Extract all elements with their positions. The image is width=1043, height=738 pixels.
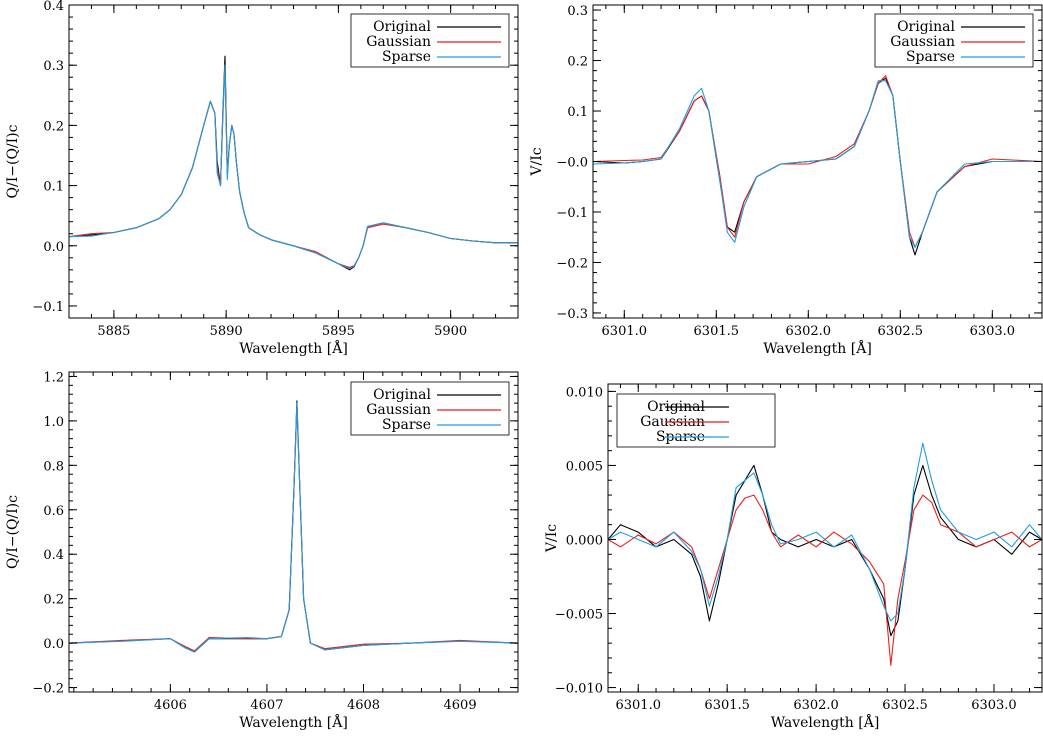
y-tick-label: 0.0 xyxy=(43,240,64,255)
legend-label-gaussian: Gaussian xyxy=(890,34,955,50)
chart-panel-2: 6301.0 6301.5 6302.0 6302.5 6303.0 −0.3 −0.2 −0… xyxy=(529,4,1043,357)
legend-box xyxy=(616,393,776,448)
y-tick-label: 1.2 xyxy=(43,370,64,385)
y-axis-label: V/Ic xyxy=(529,147,545,176)
chart-panel-3: 4606 4607 4608 4609 −0.2 0.0 0.2 0.4 0.6 0.8 1.0 1.… xyxy=(5,370,519,731)
series-line-original xyxy=(68,55,518,271)
chart-panel-4: 6301.0 6301.5 6302.0 6302.5 6303.0 −0.010 −0.0… xyxy=(544,383,1043,731)
legend-label-sparse: Sparse xyxy=(382,417,431,433)
series-line-sparse xyxy=(68,402,519,653)
x-tick-label: 4607 xyxy=(250,698,283,713)
y-tick-label: 0.010 xyxy=(566,385,603,400)
legend-label-sparse: Sparse xyxy=(382,49,431,65)
y-tick-label: −0.1 xyxy=(556,206,588,221)
series-line-original xyxy=(592,77,1042,256)
x-tick-label: 6301.5 xyxy=(694,324,740,339)
series-line-original xyxy=(607,464,1043,637)
x-tick-label: 4609 xyxy=(444,698,477,713)
y-tick-label: −0.005 xyxy=(555,608,603,623)
series-line-gaussian xyxy=(68,404,519,652)
y-tick-label: −0.1 xyxy=(32,300,64,315)
x-tick-label: 6301.0 xyxy=(602,324,648,339)
x-axis-label: Wavelength [Å] xyxy=(239,713,348,731)
series-line-original xyxy=(68,400,519,653)
x-tick-label: 5895 xyxy=(322,324,355,339)
y-tick-label: 0.1 xyxy=(43,180,64,195)
x-tick-label: 6301.5 xyxy=(704,698,750,713)
y-tick-label: 0.4 xyxy=(43,548,64,563)
y-tick-label: 0.8 xyxy=(43,459,64,474)
y-tick-label: 0.0 xyxy=(43,637,64,652)
x-tick-label: 5890 xyxy=(210,324,243,339)
legend-label-gaussian: Gaussian xyxy=(366,34,431,50)
y-tick-label: 0.005 xyxy=(566,459,603,474)
x-tick-label: 6302.0 xyxy=(786,324,832,339)
x-tick-label: 5885 xyxy=(97,324,130,339)
y-tick-label: −0.010 xyxy=(555,682,603,697)
series-line-gaussian xyxy=(607,494,1043,666)
x-tick-label: 6302.5 xyxy=(882,698,928,713)
y-tick-label: −0.2 xyxy=(556,256,588,271)
chart-panel-1: 5885 5890 5895 5900 −0.1 0.0 0.1 0.2 0.3 0.4 Wavel… xyxy=(5,0,519,357)
plot-frame xyxy=(68,371,519,693)
series-line-sparse xyxy=(68,64,518,270)
plot-frame xyxy=(607,383,1043,693)
y-tick-label: 0.2 xyxy=(43,119,64,134)
y-tick-label: 0.3 xyxy=(43,59,64,74)
legend-label-original: Original xyxy=(373,19,431,35)
x-tick-label: 6301.0 xyxy=(615,698,661,713)
y-tick-label: 1.0 xyxy=(43,415,64,430)
legend-box xyxy=(874,13,1034,68)
y-tick-label: 0.4 xyxy=(43,0,64,14)
series-line-gaussian xyxy=(68,64,518,268)
y-axis-label: Q/I−(Q/I)c xyxy=(5,124,21,198)
legend-label-gaussian: Gaussian xyxy=(366,402,431,418)
legend-box xyxy=(350,381,510,436)
y-axis-label: V/Ic xyxy=(544,524,560,553)
series-line-gaussian xyxy=(592,75,1043,248)
y-tick-label: −0.3 xyxy=(556,307,588,322)
y-tick-label: 0.1 xyxy=(567,105,588,120)
y-tick-label: 0.000 xyxy=(566,533,603,548)
x-tick-label: 4606 xyxy=(154,698,187,713)
legend-label-original: Original xyxy=(373,387,431,403)
x-tick-label: 6302.0 xyxy=(793,698,839,713)
legend-label-original: Original xyxy=(897,19,955,35)
x-tick-label: 6303.0 xyxy=(970,324,1016,339)
x-tick-label: 4608 xyxy=(347,698,380,713)
y-axis-label: Q/I−(Q/I)c xyxy=(5,495,21,569)
legend-label-sparse: Sparse xyxy=(906,49,955,65)
x-tick-label: 6302.5 xyxy=(878,324,924,339)
legend-box xyxy=(350,13,510,68)
y-tick-label: 0.3 xyxy=(567,4,588,19)
x-tick-label: 5900 xyxy=(434,324,467,339)
y-tick-label: −0.2 xyxy=(32,682,64,697)
series-line-sparse xyxy=(607,442,1043,622)
y-tick-label: 0.6 xyxy=(43,504,64,519)
x-axis-label: Wavelength [Å] xyxy=(239,339,348,357)
y-tick-label: 0.2 xyxy=(43,593,64,608)
y-tick-label: 0.2 xyxy=(567,55,588,70)
x-axis-label: Wavelength [Å] xyxy=(763,339,872,357)
x-axis-label: Wavelength [Å] xyxy=(771,713,880,731)
x-tick-label: 6303.0 xyxy=(971,698,1017,713)
series-line-sparse xyxy=(592,80,1042,248)
y-tick-label: −0.0 xyxy=(556,156,588,171)
